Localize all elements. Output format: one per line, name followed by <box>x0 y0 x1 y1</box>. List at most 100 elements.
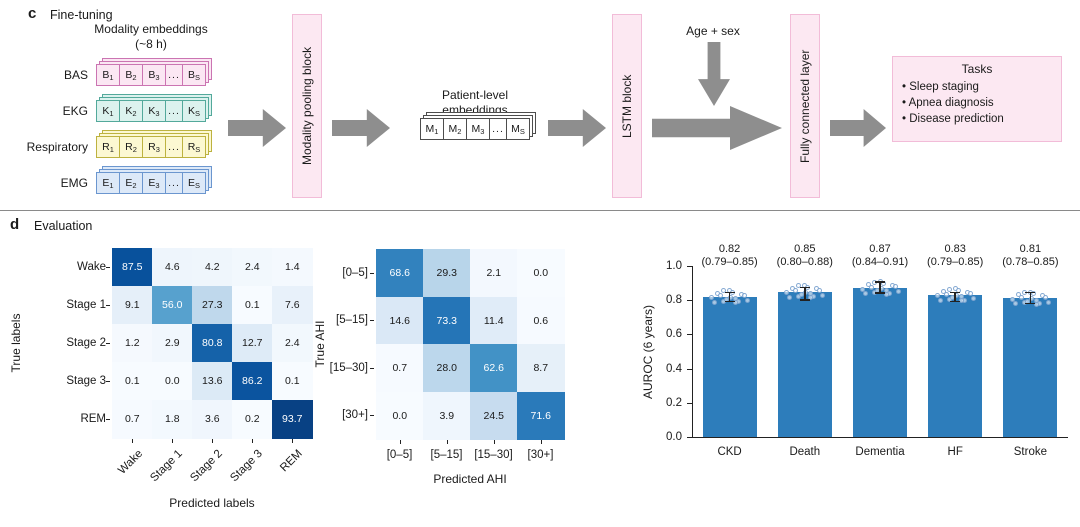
bar <box>702 296 757 437</box>
tick-mark <box>370 415 374 417</box>
embedding-token: ... <box>489 118 507 140</box>
panel-c-title: Fine-tuning <box>50 8 113 22</box>
modality-row-label: Respiratory <box>26 140 88 154</box>
tick-mark <box>540 440 542 444</box>
bar-ci-label: (0.80–0.88) <box>776 256 833 268</box>
heatmap-cell: 0.1 <box>232 286 273 325</box>
heatmap-cell: 11.4 <box>470 296 518 345</box>
heatmap-cell: 71.6 <box>517 391 565 440</box>
bar-value-label: 0.81 <box>1019 243 1042 255</box>
heatmap-col-label: Stage 1 <box>148 447 186 485</box>
heatmap-cell: 2.1 <box>470 249 518 297</box>
scatter-point <box>946 286 952 292</box>
task-item: • Sleep staging <box>902 81 979 93</box>
heatmap-cell: 86.2 <box>232 362 273 401</box>
tick-mark <box>212 439 213 443</box>
arrow-right-icon <box>228 109 286 147</box>
heatmap-cell: 62.6 <box>470 344 518 392</box>
scatter-point <box>967 291 973 297</box>
arrow-right-icon <box>830 109 886 147</box>
bar-ylabel: AUROC (6 years) <box>641 304 655 399</box>
task-item: • Apnea diagnosis <box>902 97 994 109</box>
scatter-point <box>859 286 865 292</box>
bar-ci-label: (0.79–0.85) <box>701 256 758 268</box>
tick-mark <box>493 440 495 444</box>
scatter-point <box>953 293 959 299</box>
scatter-point <box>1042 294 1048 300</box>
scatter-point <box>949 295 955 301</box>
x-axis-line <box>692 437 1068 438</box>
scatter-point <box>970 296 976 302</box>
error-bar-cap <box>1025 302 1036 305</box>
tick-mark <box>399 440 401 444</box>
heatmap-cell: 73.3 <box>423 296 471 345</box>
scatter-point <box>883 291 889 297</box>
y-tick-label: 0.0 <box>666 431 682 443</box>
heatmap-cell: 3.6 <box>192 400 233 439</box>
heatmap-row-label: [0–5] <box>342 266 368 279</box>
tick-mark <box>687 300 692 302</box>
scatter-point <box>745 297 751 303</box>
heatmap-cell: 0.0 <box>152 362 193 401</box>
heatmap-row-label: [5–15] <box>336 314 368 327</box>
heatmap-cell: 2.4 <box>232 248 273 287</box>
scatter-point <box>790 285 796 291</box>
tick-mark <box>687 266 692 267</box>
heatmap-col-label: [5–15] <box>430 449 463 461</box>
heatmap-col-label: [0–5] <box>386 449 413 461</box>
scatter-point <box>937 297 943 303</box>
error-bar-line <box>728 291 731 302</box>
panel-d-label: d <box>10 216 20 233</box>
heatmap-cell: 0.1 <box>272 362 313 401</box>
scatter-point <box>796 283 802 289</box>
heatmap-cell: 0.0 <box>376 391 424 440</box>
age-sex-label: Age + sex <box>686 24 740 38</box>
modality-row-label: EKG <box>62 104 88 118</box>
tick-mark <box>370 272 374 274</box>
scatter-point <box>1045 299 1051 305</box>
scatter-point <box>868 284 874 290</box>
error-bar-line <box>804 286 806 301</box>
fully-connected-block: Fully connected layer <box>790 14 820 198</box>
tick-mark <box>106 343 110 344</box>
x-tick-label: HF <box>947 446 963 458</box>
token-strip: R 1 R 2 R 3... R S <box>96 136 206 158</box>
scatter-point <box>895 289 901 295</box>
scatter-point <box>787 294 793 300</box>
modality-embeddings-subtitle: (~8 h) <box>135 37 167 51</box>
heatmap-col-label: [15–30] <box>474 449 513 461</box>
scatter-point <box>1018 295 1024 301</box>
scatter-point <box>878 286 884 292</box>
heatmap-cell: 7.6 <box>272 286 313 325</box>
task-item: • Disease prediction <box>902 113 1004 125</box>
heatmap-cell: 0.0 <box>517 249 565 297</box>
scatter-point <box>865 282 871 288</box>
scatter-point <box>820 292 826 298</box>
heatmap-cell: 1.2 <box>112 324 153 363</box>
heatmap-row-label: Stage 3 <box>66 375 106 387</box>
heatmap-cell: 4.2 <box>192 248 233 287</box>
heatmap-row-label: Stage 1 <box>66 299 106 311</box>
y-tick-label: 0.2 <box>666 396 682 409</box>
tick-mark <box>687 334 692 336</box>
heatmap-cell: 1.4 <box>272 248 313 287</box>
heatmap-row-label: [15–30] <box>329 361 368 374</box>
bar-value-label: 0.83 <box>944 243 966 255</box>
bar-ci-label: (0.78–0.85) <box>1002 256 1059 268</box>
error-bar-cap <box>724 300 735 303</box>
scatter-point <box>1012 301 1018 307</box>
token-strip: E 1 E 2 E 3... E S <box>96 172 206 194</box>
tick-mark <box>370 367 374 369</box>
tick-mark <box>292 439 293 443</box>
scatter-point <box>718 293 724 299</box>
